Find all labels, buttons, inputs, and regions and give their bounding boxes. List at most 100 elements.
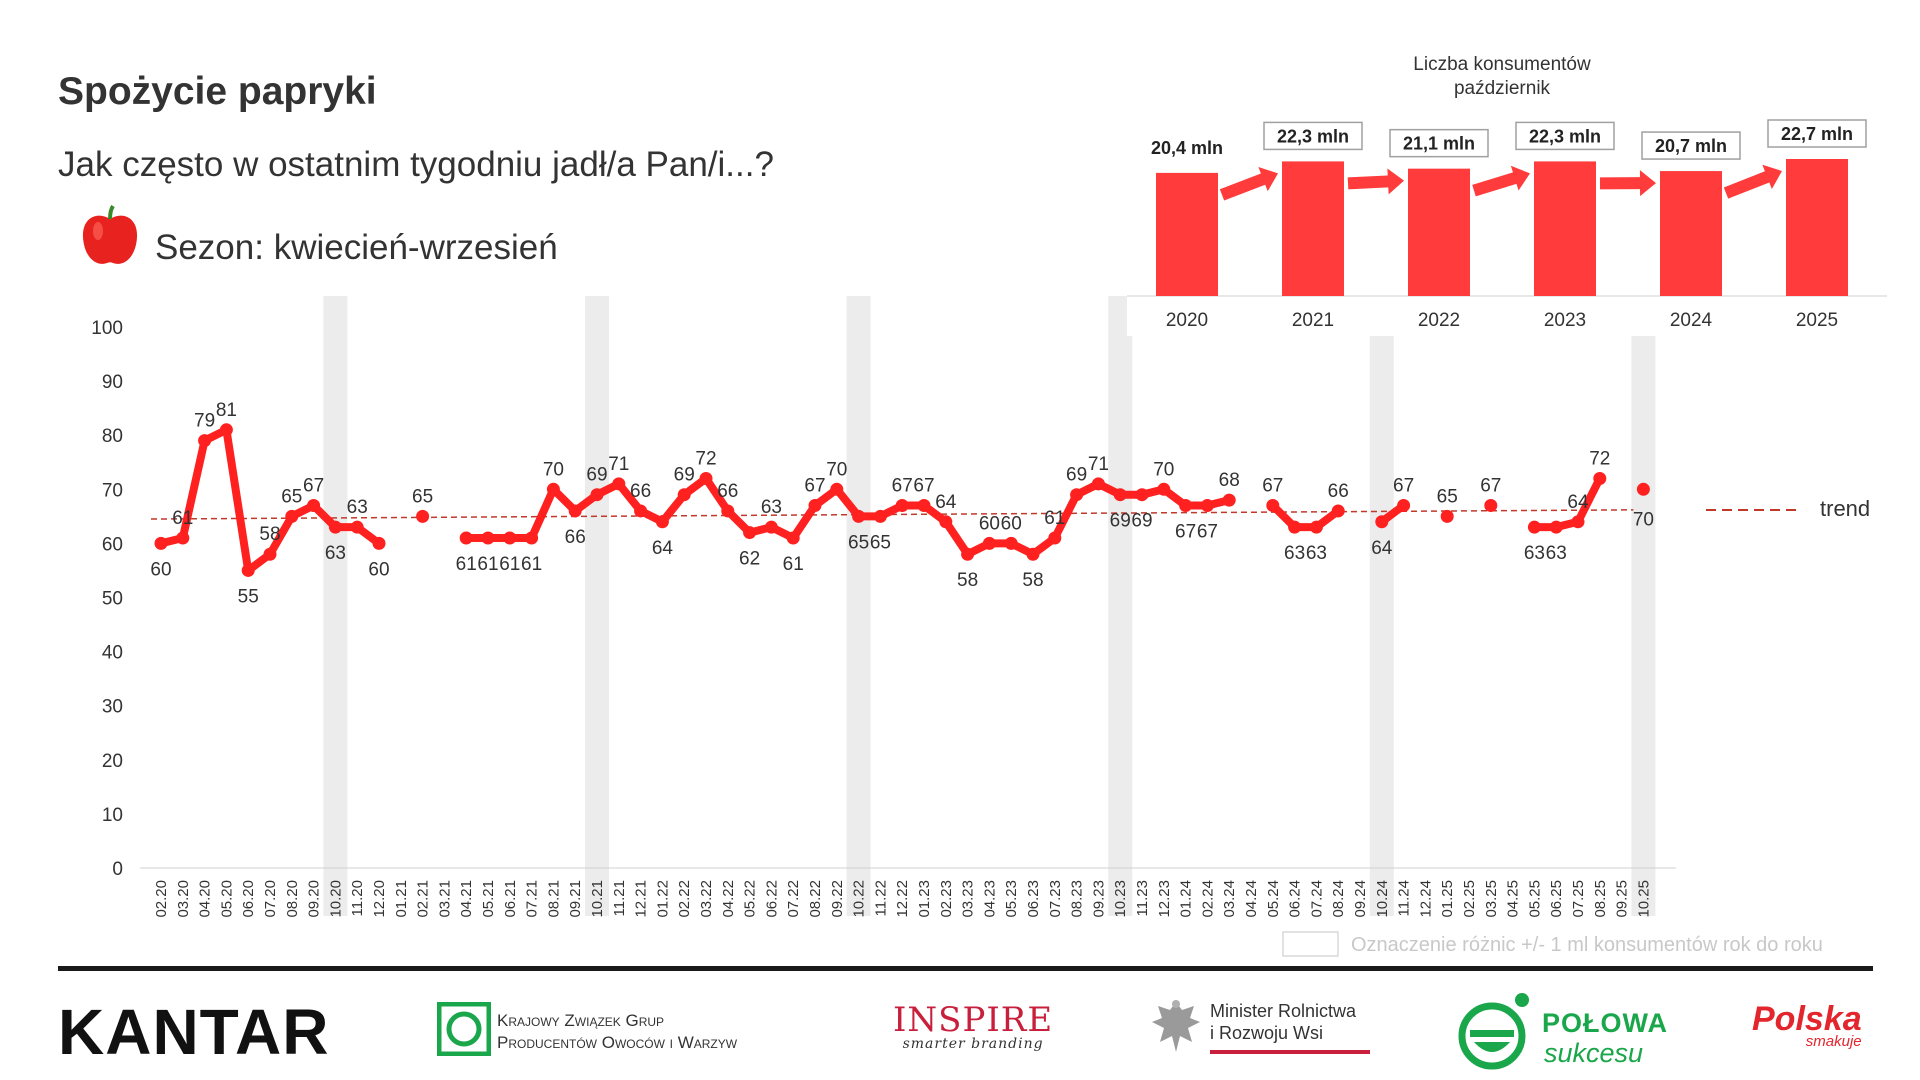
x-tick-label: 07.22 (785, 880, 802, 918)
data-label-01.22: 64 (652, 538, 674, 559)
bar-category-2024: 2024 (1670, 310, 1713, 331)
data-label-05.22: 62 (739, 549, 760, 570)
x-tick-label: 12.23 (1156, 880, 1173, 918)
bar-chart-title: październik (1454, 78, 1551, 99)
kzgp-line2: Producentów Owoców i Warzyw (497, 1033, 738, 1052)
x-tick-label: 07.25 (1570, 880, 1587, 918)
x-tick-label: 02.24 (1199, 880, 1216, 918)
data-point-05.23 (1004, 536, 1018, 550)
x-tick-label: 11.23 (1134, 880, 1151, 916)
trend-arrow-2025 (1723, 164, 1782, 199)
data-point-03.22 (699, 471, 713, 485)
data-label-02.20: 60 (150, 559, 171, 580)
x-tick-label: 11.24 (1396, 880, 1413, 916)
data-label-03.22: 72 (695, 448, 716, 469)
data-point-07.23 (1048, 531, 1062, 545)
data-label-09.21: 66 (565, 527, 586, 548)
data-label-07.25: 64 (1567, 492, 1589, 513)
data-label-01.24: 67 (1175, 522, 1196, 543)
polowa-icon (1458, 993, 1529, 1070)
data-point-08.22 (808, 499, 822, 513)
data-point-09.20 (307, 499, 321, 513)
data-label-09.22: 70 (826, 459, 847, 480)
x-tick-label: 04.25 (1505, 880, 1522, 918)
data-label-11.21: 71 (608, 454, 629, 475)
kzgp-line1: Krajowy Związek Grup (497, 1011, 665, 1030)
data-label-08.24: 66 (1328, 481, 1349, 502)
x-tick-label: 09.24 (1352, 880, 1369, 918)
data-point-02.22 (677, 488, 691, 502)
data-point-10.20 (328, 520, 342, 534)
data-label-04.23: 60 (979, 513, 1000, 534)
x-tick-label: 08.21 (545, 880, 562, 918)
polowa-tagline: sukcesu (1544, 1038, 1644, 1068)
data-point-10.21 (590, 488, 604, 502)
x-tick-label: 08.20 (284, 880, 301, 918)
y-tick-label: 70 (102, 480, 123, 501)
x-tick-label: 04.24 (1243, 880, 1260, 918)
x-tick-label: 06.20 (240, 880, 257, 918)
data-point-01.23 (917, 499, 931, 513)
x-tick-label: 12.22 (894, 880, 911, 918)
x-tick-label: 05.21 (480, 880, 497, 918)
data-point-09.21 (568, 504, 582, 518)
data-label-09.20: 67 (303, 476, 324, 497)
x-tick-label: 11.21 (611, 880, 628, 916)
data-point-05.24 (1266, 499, 1280, 513)
x-tick-label: 05.20 (218, 880, 235, 918)
data-label-02.23: 64 (935, 492, 957, 513)
bar-2024 (1660, 171, 1722, 296)
bar-category-2021: 2021 (1292, 310, 1334, 331)
y-tick-label: 50 (102, 589, 123, 610)
data-label-06.21: 61 (499, 554, 520, 575)
x-tick-label: 05.22 (742, 880, 759, 918)
x-tick-label: 10.23 (1112, 880, 1129, 918)
arrow-shape (1219, 167, 1279, 201)
x-tick-label: 08.25 (1592, 880, 1609, 918)
data-point-02.21 (416, 509, 430, 523)
data-label-08.25: 72 (1589, 448, 1610, 469)
y-tick-label: 30 (102, 697, 123, 718)
y-tick-label: 60 (102, 534, 123, 555)
x-tick-label: 03.20 (175, 880, 192, 918)
inspire-tagline: smarter branding (902, 1036, 1044, 1052)
data-label-10.24: 64 (1371, 538, 1393, 559)
legend-trend-label: trend (1820, 496, 1870, 521)
data-label-12.23: 70 (1153, 459, 1174, 480)
x-tick-label: 03.21 (436, 880, 453, 918)
x-tick-label: 06.23 (1025, 880, 1042, 918)
x-tick-label: 04.23 (981, 880, 998, 918)
data-point-12.23 (1157, 482, 1171, 496)
data-point-11.22 (873, 509, 887, 523)
footer-divider (58, 966, 1873, 971)
data-label-04.22: 66 (717, 481, 738, 502)
arrow-shape (1472, 165, 1530, 197)
series-line (1268, 501, 1343, 532)
data-label-07.21: 61 (521, 554, 542, 575)
highlight-band-10.22 (846, 296, 871, 916)
x-tick-label: 12.21 (633, 880, 650, 918)
bar-label-2024: 20,7 mln (1655, 136, 1727, 156)
x-tick-label: 07.23 (1047, 880, 1064, 918)
data-point-06.24 (1288, 520, 1302, 534)
data-label-03.20: 61 (172, 508, 193, 529)
y-tick-label: 0 (112, 859, 123, 880)
x-tick-label: 02.21 (415, 880, 432, 918)
data-label-05.25: 63 (1524, 543, 1545, 564)
data-point-06.23 (1026, 547, 1040, 561)
data-label-05.21: 61 (477, 554, 498, 575)
data-point-11.20 (350, 520, 364, 534)
data-point-07.21 (525, 531, 539, 545)
bar-label-2022: 21,1 mln (1403, 134, 1475, 154)
data-label-10.21: 69 (586, 465, 607, 486)
inspire-logo: INSPIRE smarter branding (893, 1000, 1053, 1052)
x-tick-label: 05.23 (1003, 880, 1020, 918)
trend-arrow-2024 (1599, 170, 1657, 197)
data-point-09.23 (1091, 477, 1105, 491)
data-label-02.21: 65 (412, 486, 433, 507)
ministry-line1: Minister Rolnictwa (1210, 1001, 1357, 1021)
x-tick-label: 06.25 (1548, 880, 1565, 918)
polska-smakuje-logo: Polska smakuje (1752, 1000, 1862, 1050)
data-point-07.22 (786, 531, 800, 545)
